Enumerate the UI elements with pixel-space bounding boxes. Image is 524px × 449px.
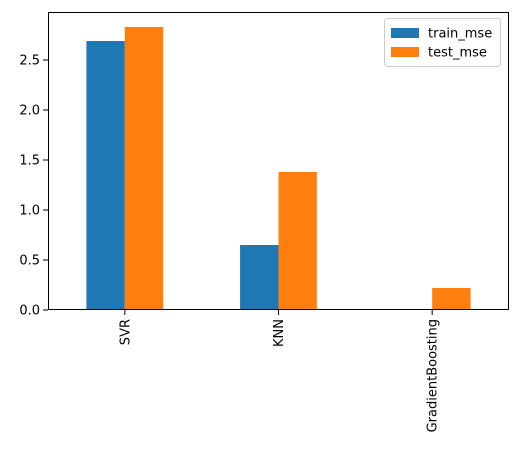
- bar-train_mse-SVR: [86, 41, 125, 310]
- bar-train_mse-KNN: [240, 245, 279, 310]
- x-tick-label: SVR: [118, 319, 133, 345]
- legend-swatch-test_mse: [391, 47, 419, 57]
- y-tick-label: 2.5: [19, 54, 40, 69]
- bar-test_mse-KNN: [278, 172, 317, 310]
- y-tick-label: 1.5: [19, 154, 40, 169]
- bar-test_mse-SVR: [124, 27, 164, 310]
- legend-swatch-train_mse: [391, 28, 419, 38]
- bar-test_mse-GradientBoosting: [432, 288, 471, 310]
- legend-label-train_mse: train_mse: [428, 27, 492, 42]
- legend: train_mse test_mse: [384, 18, 501, 67]
- y-tick-label: 0.5: [19, 254, 40, 269]
- bars-group: [86, 27, 471, 310]
- x-tick-label: GradientBoosting: [426, 319, 441, 432]
- plot-frame: [48, 12, 509, 310]
- y-axis: 0.0 0.5 1.0 1.5 2.0 2.5: [19, 54, 48, 319]
- x-axis: SVR KNN GradientBoosting: [118, 310, 441, 432]
- legend-label-test_mse: test_mse: [428, 46, 487, 61]
- y-tick-label: 1.0: [19, 204, 40, 219]
- x-tick-label: KNN: [272, 319, 287, 347]
- y-tick-label: 2.0: [19, 104, 40, 119]
- y-tick-label: 0.0: [19, 304, 40, 319]
